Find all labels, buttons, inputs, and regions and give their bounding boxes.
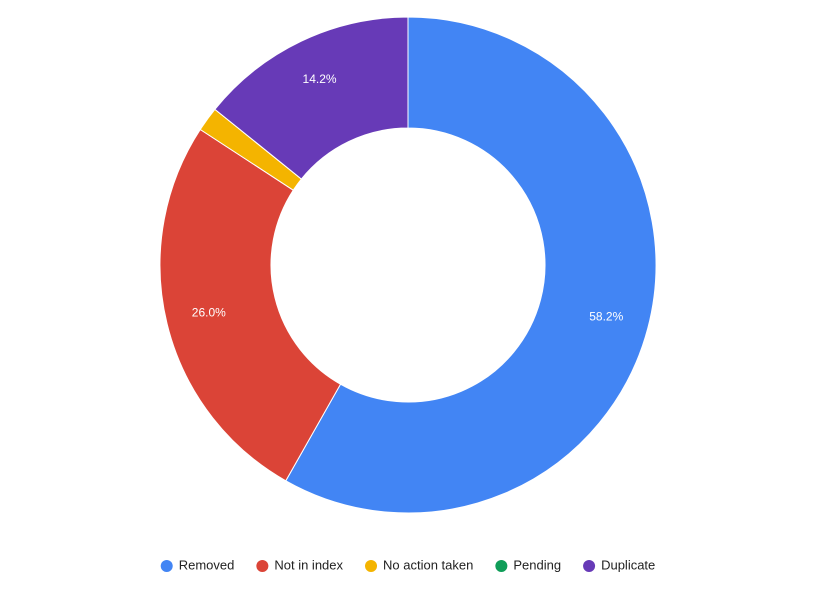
slice-label: 14.2% xyxy=(303,72,337,86)
legend-text: Not in index xyxy=(274,557,343,572)
legend-marker xyxy=(160,560,173,572)
legend-text: Duplicate xyxy=(601,557,655,572)
legend-marker xyxy=(365,560,378,572)
slice-label: 58.2% xyxy=(589,309,623,323)
slice-label: 26.0% xyxy=(192,306,226,320)
legend-text: Pending xyxy=(513,557,561,572)
legend: Removed Not in index No action taken Pendin… xyxy=(160,557,655,572)
legend-text: Removed xyxy=(179,557,235,572)
legend-text: No action taken xyxy=(383,557,473,572)
slice xyxy=(285,16,657,514)
slice xyxy=(214,16,409,180)
legend-marker xyxy=(256,560,269,572)
legend-marker xyxy=(583,560,596,572)
legend-marker xyxy=(495,560,508,572)
slice xyxy=(159,128,342,482)
